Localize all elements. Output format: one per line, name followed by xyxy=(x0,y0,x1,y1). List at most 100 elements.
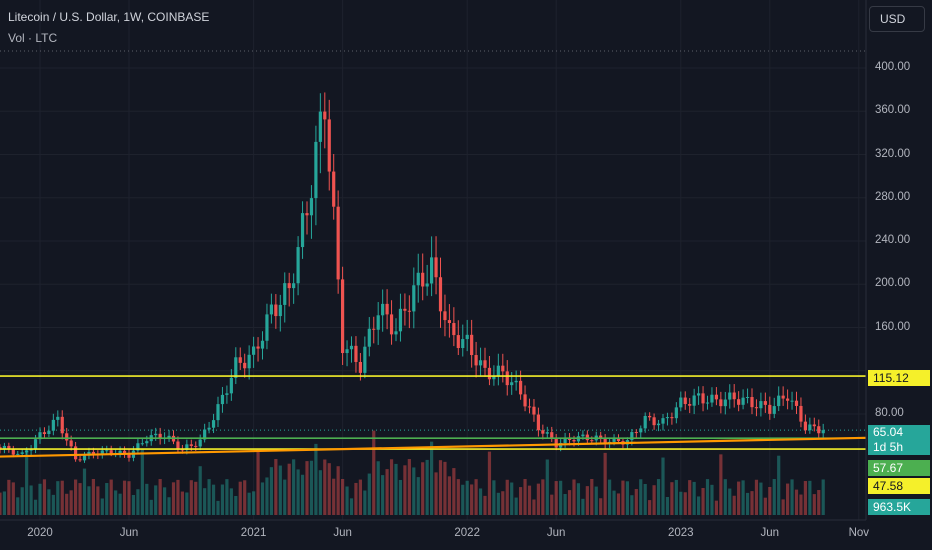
volume-bar xyxy=(372,430,376,515)
volume-bar xyxy=(576,483,581,515)
candle-body xyxy=(305,213,309,216)
volume-bar xyxy=(154,485,158,515)
volume-bar xyxy=(203,488,207,515)
last-price-tag: 65.04 xyxy=(868,425,930,440)
orange-trend-line xyxy=(0,436,867,458)
candle-body xyxy=(260,340,265,349)
candle-body xyxy=(198,439,202,447)
candle-body xyxy=(403,308,407,311)
volume-bar xyxy=(487,451,492,515)
candle-body xyxy=(25,450,29,453)
volume-bar xyxy=(229,488,233,515)
grid xyxy=(0,0,866,520)
candle-body xyxy=(661,418,665,424)
volume-bar xyxy=(523,479,527,515)
volume-bar xyxy=(674,479,678,515)
candle-body xyxy=(216,404,220,421)
candle-body xyxy=(430,257,434,284)
volume-bar xyxy=(492,480,496,515)
candle-body xyxy=(203,429,207,440)
candle-body xyxy=(389,314,394,335)
candle-body xyxy=(688,404,692,406)
candle-body xyxy=(211,420,216,428)
candle-body xyxy=(799,405,803,422)
volume-bar xyxy=(688,480,692,515)
currency-button[interactable]: USD xyxy=(869,6,925,32)
volume-bar xyxy=(794,489,799,515)
candle-body xyxy=(603,437,607,444)
volume-bar xyxy=(474,479,478,515)
volume-bar xyxy=(634,489,638,515)
volume-bar xyxy=(692,481,696,515)
volume-bar xyxy=(198,466,202,515)
volume-bar xyxy=(145,483,149,515)
candle-body xyxy=(821,430,825,434)
volume-bar xyxy=(768,486,772,515)
volume-bar xyxy=(60,480,64,515)
candle-body xyxy=(478,360,483,366)
volume-bar xyxy=(536,483,540,515)
volume-bar xyxy=(0,492,2,515)
candle-body xyxy=(349,345,354,350)
candle-body xyxy=(581,434,585,437)
time-tick-label: Jun xyxy=(333,527,352,539)
candle-body xyxy=(269,304,273,315)
candle-body xyxy=(487,367,492,380)
candle-body xyxy=(16,453,20,455)
volume-bar xyxy=(563,493,567,515)
volume-bar xyxy=(452,468,456,515)
volume-bar xyxy=(732,495,736,515)
candle-body xyxy=(656,423,661,426)
candle-body xyxy=(127,453,131,458)
volume-bar xyxy=(639,479,643,515)
candle-body xyxy=(416,272,420,286)
candle-body xyxy=(296,247,300,284)
volume-bar xyxy=(269,467,273,515)
candle-body xyxy=(2,445,6,449)
candle-body xyxy=(194,445,198,447)
volume-bar xyxy=(527,485,532,515)
volume-bar xyxy=(656,479,661,515)
volume-bar xyxy=(167,497,171,515)
candle-body xyxy=(336,206,340,280)
candle-body xyxy=(461,339,465,349)
candle-body xyxy=(434,257,438,278)
volume-bar xyxy=(243,480,247,515)
candle-body xyxy=(679,397,683,408)
candle-body xyxy=(514,380,518,383)
volume-bar xyxy=(389,459,394,515)
candle-body xyxy=(643,415,647,429)
volume-bar xyxy=(812,494,816,515)
volume-bar xyxy=(679,491,683,515)
volume-bar xyxy=(11,482,15,515)
volume-bar xyxy=(376,461,380,515)
currency-label: USD xyxy=(880,12,906,26)
candle-body xyxy=(354,345,358,362)
candle-body xyxy=(345,349,349,354)
volume-bar xyxy=(425,459,429,515)
volume-bar xyxy=(136,489,140,515)
candle-body xyxy=(772,406,776,414)
support-yellow-price-tag: 47.58 xyxy=(868,478,930,494)
candle-body xyxy=(710,394,714,403)
candle-body xyxy=(456,335,460,349)
candle-body xyxy=(523,394,527,407)
time-tick-label: 2020 xyxy=(27,527,53,539)
candle-body xyxy=(91,451,95,455)
volume-bar xyxy=(38,483,42,515)
candle-body xyxy=(33,439,38,449)
volume-bar xyxy=(42,479,47,515)
volume-bar xyxy=(407,459,411,515)
volume-bar xyxy=(51,494,55,515)
candle-body xyxy=(381,303,385,316)
candle-body xyxy=(714,394,718,400)
candle-body xyxy=(754,407,759,409)
candle-body xyxy=(300,213,305,248)
volume-bar xyxy=(305,461,309,515)
volume-bar xyxy=(741,480,745,515)
candle-body xyxy=(11,449,15,455)
candle-body xyxy=(648,415,652,418)
volume-bar xyxy=(719,454,723,515)
volume-bar xyxy=(545,459,549,515)
